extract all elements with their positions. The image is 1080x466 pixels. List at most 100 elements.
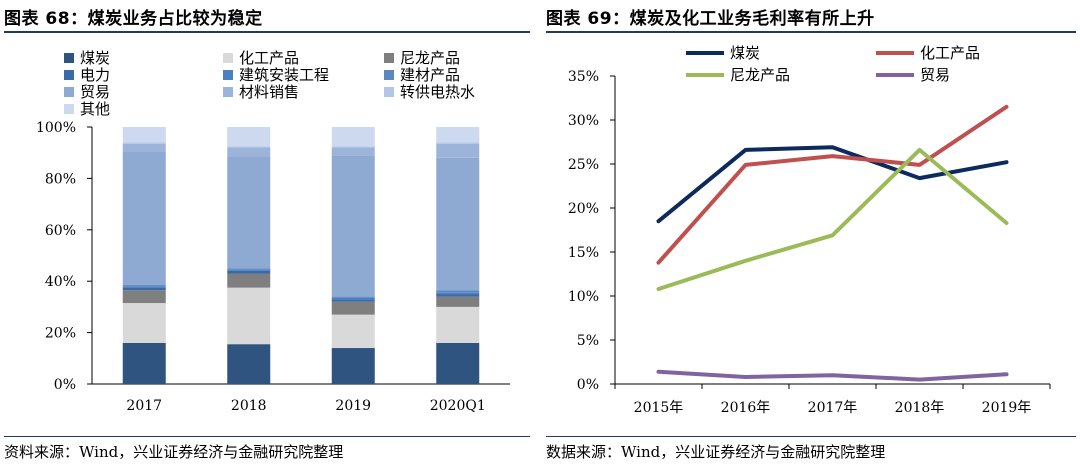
bar-segment <box>227 156 271 269</box>
right-y-tick-label: 10% <box>568 289 599 305</box>
left-source-rule <box>4 436 530 437</box>
legend-label: 煤炭 <box>80 49 110 67</box>
right-x-tick-label: 2019年 <box>982 400 1032 416</box>
bar-segment <box>122 127 166 143</box>
left-x-tick-label: 2019 <box>335 398 371 414</box>
legend-label: 化工产品 <box>920 44 980 62</box>
series-line <box>656 369 1009 382</box>
bar-segment <box>436 143 480 158</box>
left-y-tick-label: 100% <box>36 120 76 136</box>
right-y-tick-label: 35% <box>568 69 599 85</box>
right-chart-title: 图表 69：煤炭及化工业务毛利率有所上升 <box>546 9 875 29</box>
bar-segment <box>227 146 271 148</box>
legend-label: 贸易 <box>920 66 950 84</box>
bar-segment <box>331 296 375 298</box>
left-x-tick-label: 2017 <box>126 398 162 414</box>
legend-label: 建材产品 <box>400 66 460 84</box>
series-line <box>656 104 1009 265</box>
left-title-rule <box>4 31 530 33</box>
right-source-rule <box>546 436 1076 437</box>
bar-segment <box>122 290 166 304</box>
bar-segment <box>331 297 375 300</box>
legend-swatch <box>384 70 394 80</box>
legend-swatch <box>223 53 233 63</box>
left-y-tick-label: 80% <box>45 171 76 187</box>
bar-segment <box>122 286 166 288</box>
bar-segment <box>331 147 375 156</box>
legend-swatch <box>64 87 74 97</box>
right-y-tick-label: 20% <box>568 201 599 217</box>
bar-segment <box>227 268 271 270</box>
bar-segment <box>331 299 375 302</box>
bar-segment <box>122 342 166 384</box>
legend-swatch <box>223 87 233 97</box>
bar-segment <box>122 303 166 343</box>
right-x-tick-label: 2015年 <box>634 400 684 416</box>
legend-label: 其他 <box>80 100 110 118</box>
bar-segment <box>122 143 166 152</box>
right-x-tick-label: 2016年 <box>721 400 771 416</box>
legend-swatch <box>384 53 394 63</box>
legend-label: 尼龙产品 <box>400 49 460 67</box>
bar-segment <box>436 127 480 143</box>
legend-label: 尼龙产品 <box>730 66 790 84</box>
right-y-tick-label: 15% <box>568 245 599 261</box>
bar-segment <box>227 287 271 345</box>
legend-label: 转供电热水 <box>400 83 475 101</box>
right-x-tick-label: 2018年 <box>895 400 945 416</box>
bar-segment <box>122 151 166 286</box>
legend-label: 建筑安装工程 <box>239 66 329 84</box>
right-x-tick-label: 2017年 <box>808 400 858 416</box>
legend-label: 煤炭 <box>730 44 760 62</box>
right-source-note: 数据来源：Wind，兴业证券经济与金融研究院整理 <box>546 443 886 461</box>
legend-swatch <box>223 70 233 80</box>
left-source-note: 资料来源：Wind，兴业证券经济与金融研究院整理 <box>4 443 344 461</box>
bar-segment <box>122 287 166 291</box>
bar-segment <box>122 142 166 144</box>
legend-label: 化工产品 <box>239 49 299 67</box>
bar-segment <box>436 342 480 384</box>
left-chart-title: 图表 68：煤炭业务占比较为稳定 <box>4 9 263 29</box>
legend-label: 材料销售 <box>239 83 299 101</box>
bar-segment <box>436 290 480 293</box>
left-x-tick-label: 2018 <box>231 398 267 414</box>
bar-segment <box>436 157 480 291</box>
bar-segment <box>227 269 271 271</box>
left-y-tick-label: 40% <box>45 274 76 290</box>
bar-segment <box>331 314 375 349</box>
left-x-tick-label: 2020Q1 <box>430 398 486 414</box>
right-title-rule <box>546 31 1076 33</box>
legend-label: 贸易 <box>80 83 110 101</box>
bar-segment <box>331 301 375 315</box>
legend-swatch <box>64 70 74 80</box>
bar-segment <box>436 292 480 295</box>
right-y-tick-label: 30% <box>568 113 599 129</box>
bar-segment <box>122 285 166 287</box>
bar-segment <box>331 127 375 147</box>
bar-segment <box>436 306 480 343</box>
bar-segment <box>331 348 375 384</box>
bar-segment <box>227 270 271 274</box>
legend-label: 电力 <box>80 66 110 84</box>
right-y-tick-label: 25% <box>568 157 599 173</box>
bar-segment <box>227 127 271 147</box>
bar-segment <box>227 344 271 384</box>
bar-segment <box>227 273 271 288</box>
series-line <box>656 147 1009 291</box>
right-y-tick-label: 5% <box>577 333 599 349</box>
bar-segment <box>227 147 271 157</box>
series-line <box>656 145 1009 224</box>
bar-segment <box>436 296 480 307</box>
left-y-tick-label: 0% <box>54 377 76 393</box>
left-y-tick-label: 60% <box>45 223 76 239</box>
bar-segment <box>436 142 480 144</box>
legend-swatch <box>384 87 394 97</box>
left-y-tick-label: 20% <box>45 326 76 342</box>
right-y-tick-label: 0% <box>577 377 599 393</box>
bar-segment <box>436 294 480 297</box>
bar-segment <box>331 155 375 297</box>
bar-segment <box>331 146 375 148</box>
legend-swatch <box>64 53 74 63</box>
legend-swatch <box>64 104 74 114</box>
